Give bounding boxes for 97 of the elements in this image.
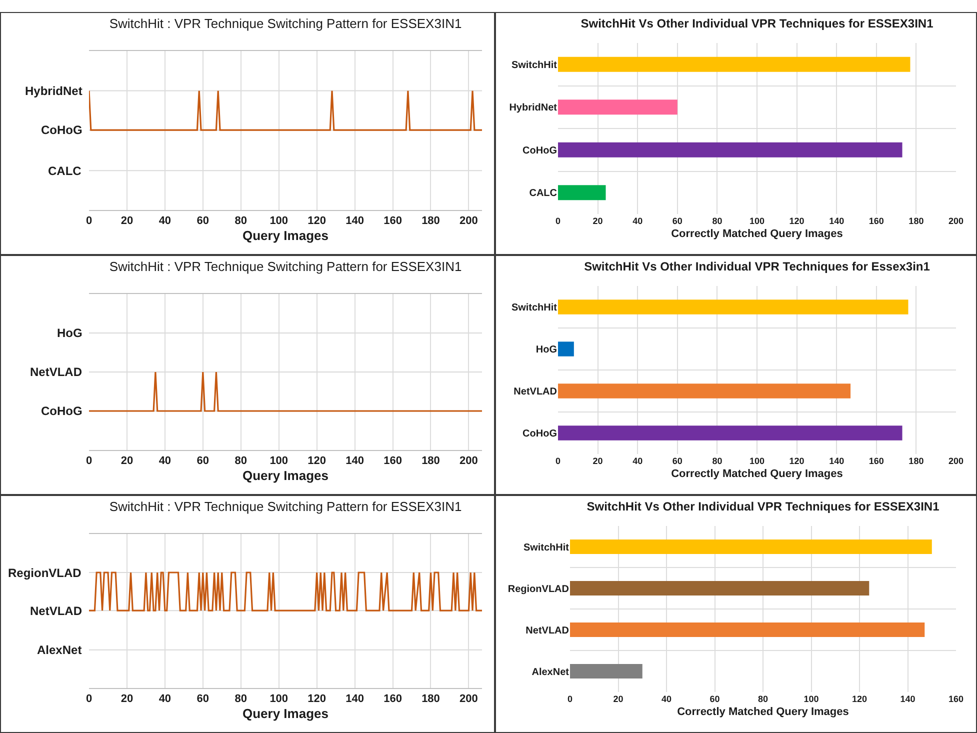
- x-axis-title: Query Images: [242, 706, 328, 721]
- x-tick-label: 140: [346, 693, 364, 706]
- y-tick-label: NetVLAD: [514, 386, 557, 398]
- x-tick-label: 120: [308, 693, 326, 706]
- x-tick-label: 0: [86, 693, 92, 706]
- ref-line-label: AlexNet: [37, 643, 82, 657]
- y-tick-label: SwitchHit: [511, 302, 558, 314]
- x-tick-label: 40: [632, 456, 643, 466]
- x-tick-label: 80: [234, 455, 248, 468]
- x-tick-label: 60: [196, 693, 210, 706]
- ref-line-label: CALC: [48, 164, 82, 178]
- x-tick-label: 120: [852, 694, 868, 704]
- x-tick-label: 200: [460, 693, 478, 706]
- y-tick-label: CoHoG: [522, 145, 558, 156]
- y-tick-label: AlexNet: [532, 666, 570, 678]
- x-tick-label: 20: [592, 456, 603, 466]
- x-tick-label: 120: [789, 456, 804, 466]
- x-tick-label: 0: [86, 215, 92, 228]
- ref-line-label: NetVLAD: [30, 365, 82, 379]
- ref-line-label: HoG: [57, 326, 82, 340]
- x-tick-label: 80: [234, 693, 248, 706]
- x-tick-label: 140: [829, 216, 844, 226]
- x-tick-label: 200: [948, 456, 964, 466]
- ref-line-label: HybridNet: [25, 84, 82, 98]
- x-tick-label: 160: [868, 456, 884, 466]
- x-tick-label: 200: [948, 216, 964, 226]
- y-tick-label: SwitchHit: [523, 542, 570, 554]
- x-tick-label: 160: [384, 455, 402, 468]
- y-tick-label: RegionVLAD: [508, 584, 569, 595]
- x-tick-label: 40: [158, 693, 172, 706]
- x-tick-label: 40: [158, 215, 172, 228]
- x-tick-label: 180: [908, 456, 924, 466]
- x-tick-label: 100: [749, 216, 765, 226]
- y-tick-label: CALC: [529, 188, 557, 200]
- x-tick-label: 200: [460, 455, 478, 468]
- ref-line-label: CoHoG: [41, 404, 82, 418]
- ref-line-label: NetVLAD: [30, 604, 82, 618]
- x-tick-label: 200: [460, 215, 478, 228]
- x-tick-label: 0: [86, 455, 92, 468]
- x-tick-label: 20: [120, 455, 134, 468]
- x-tick-label: 80: [712, 456, 722, 466]
- chart-title: SwitchHit Vs Other Individual VPR Techniques for ESSEX3IN1: [586, 499, 940, 514]
- x-tick-label: 40: [632, 216, 643, 226]
- x-tick-label: 60: [672, 456, 682, 466]
- x-tick-label: 0: [567, 694, 573, 704]
- x-tick-label: 80: [712, 216, 722, 226]
- y-tick-label: HoG: [536, 344, 558, 356]
- x-tick-label: 60: [672, 216, 682, 226]
- x-tick-label: 160: [868, 216, 884, 226]
- x-tick-label: 60: [196, 215, 210, 228]
- x-tick-label: 180: [422, 455, 440, 468]
- x-axis-title: Correctly Matched Query Images: [677, 706, 849, 718]
- x-tick-label: 120: [308, 455, 326, 468]
- chart-title: SwitchHit : VPR Technique Switching Pattern for ESSEX3IN1: [109, 499, 462, 514]
- x-axis-title: Query Images: [242, 228, 328, 243]
- x-tick-label: 180: [422, 215, 440, 228]
- y-tick-label: SwitchHit: [511, 60, 558, 71]
- chart-title: SwitchHit : VPR Technique Switching Pattern for ESSEX3IN1: [109, 16, 462, 32]
- x-tick-label: 120: [789, 216, 804, 226]
- chart-title: SwitchHit Vs Other Individual VPR Techniques for ESSEX3IN1: [580, 16, 934, 30]
- y-tick-label: HybridNet: [509, 102, 558, 114]
- x-tick-label: 0: [555, 456, 561, 466]
- x-tick-label: 100: [804, 694, 819, 704]
- x-axis-title: Correctly Matched Query Images: [671, 468, 843, 480]
- x-tick-label: 140: [900, 694, 916, 704]
- x-tick-label: 100: [749, 456, 765, 466]
- x-tick-label: 20: [613, 694, 624, 704]
- x-tick-label: 60: [710, 694, 720, 704]
- x-axis-title: Correctly Matched Query Images: [671, 228, 843, 240]
- x-tick-label: 40: [158, 455, 172, 468]
- x-tick-label: 120: [308, 215, 326, 228]
- x-tick-label: 20: [120, 215, 134, 228]
- x-tick-label: 80: [234, 215, 248, 228]
- y-tick-label: NetVLAD: [526, 625, 569, 636]
- y-tick-label: CoHoG: [522, 428, 558, 440]
- x-tick-label: 180: [422, 693, 440, 706]
- x-tick-label: 20: [120, 693, 134, 706]
- chart-title: SwitchHit Vs Other Individual VPR Techniques for Essex3in1: [584, 259, 930, 274]
- ref-line-label: RegionVLAD: [8, 566, 82, 580]
- x-tick-label: 100: [270, 455, 288, 468]
- x-tick-label: 100: [270, 215, 288, 228]
- x-tick-label: 140: [346, 455, 364, 468]
- x-tick-label: 20: [592, 216, 603, 226]
- x-tick-label: 140: [829, 456, 844, 466]
- x-tick-label: 80: [758, 694, 768, 704]
- x-tick-label: 140: [346, 215, 364, 228]
- x-axis-title: Query Images: [242, 468, 328, 483]
- x-tick-label: 180: [908, 216, 924, 226]
- x-tick-label: 160: [384, 215, 402, 228]
- x-tick-label: 0: [555, 216, 561, 226]
- x-tick-label: 160: [948, 694, 964, 704]
- ref-line-label: CoHoG: [41, 123, 82, 137]
- x-tick-label: 60: [196, 455, 210, 468]
- chart-title: SwitchHit : VPR Technique Switching Pattern for ESSEX3IN1: [109, 259, 462, 274]
- x-tick-label: 40: [661, 694, 672, 704]
- x-tick-label: 160: [384, 693, 402, 706]
- x-tick-label: 100: [270, 693, 288, 706]
